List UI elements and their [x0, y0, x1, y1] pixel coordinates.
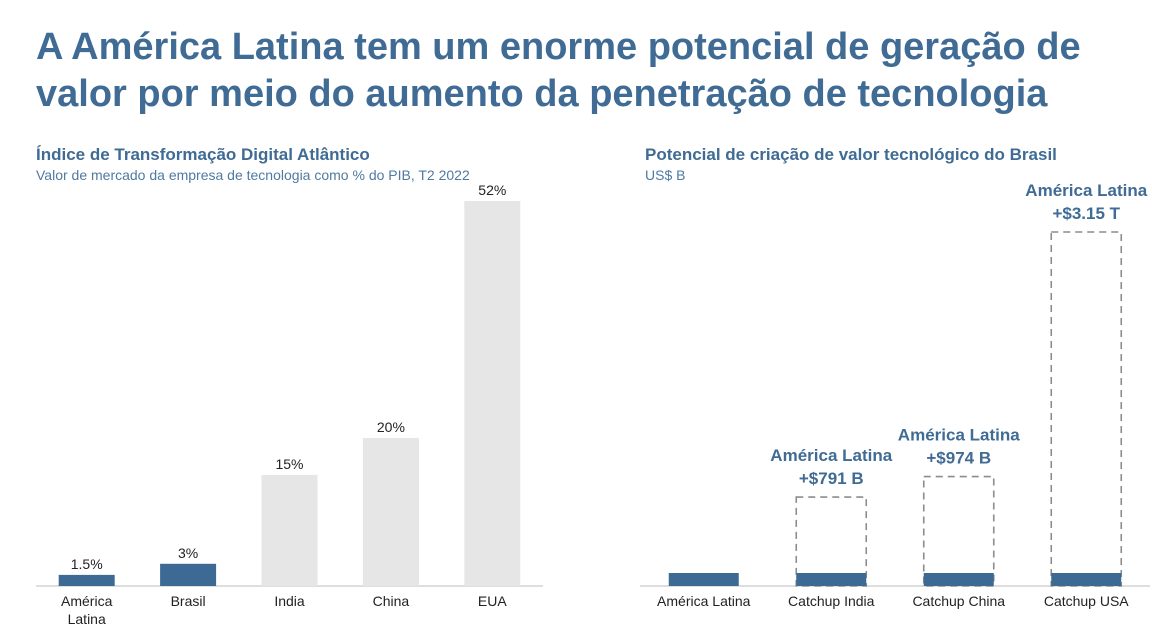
data-label: 15% — [275, 456, 303, 472]
annotation-value: +$974 B — [926, 449, 991, 468]
x-tick-label: América Latina — [61, 593, 113, 627]
data-label: 1.5% — [71, 556, 103, 572]
bar — [464, 201, 521, 586]
x-tick-label: América Latina — [657, 593, 751, 609]
potential-outline — [1050, 231, 1123, 587]
bar — [160, 563, 217, 586]
annotation-value: +$3.15 T — [1052, 204, 1120, 223]
x-tick-label: Brasil — [171, 593, 206, 609]
bar — [796, 573, 867, 586]
page-title: A América Latina tem um enorme potencial… — [36, 26, 1081, 115]
data-label: 52% — [478, 182, 506, 198]
bar — [58, 574, 115, 586]
bar — [261, 474, 318, 586]
potential-outline — [795, 496, 868, 587]
annotation-label: América Latina — [1025, 181, 1147, 200]
x-tick-label: India — [274, 593, 305, 609]
x-tick-label: EUA — [478, 593, 507, 609]
bar — [1051, 573, 1122, 586]
bar — [668, 573, 739, 586]
right-chart-subtitle: US$ B — [645, 167, 686, 183]
right-chart-title: Potencial de criação de valor tecnológic… — [645, 145, 1057, 164]
x-tick-label: China — [373, 593, 410, 609]
potential-outline — [922, 475, 995, 587]
bar — [362, 437, 419, 586]
left-chart-title: Índice de Transformação Digital Atlântic… — [36, 145, 370, 164]
data-label: 20% — [377, 419, 405, 435]
annotation-value: +$791 B — [799, 469, 864, 488]
left-chart-subtitle: Valor de mercado da empresa de tecnologi… — [36, 167, 470, 183]
bar — [923, 573, 994, 586]
annotation-label: América Latina — [898, 426, 1020, 445]
annotation-label: América Latina — [770, 446, 892, 465]
x-tick-label: Catchup China — [912, 593, 1005, 609]
x-tick-label: Catchup India — [788, 593, 875, 609]
x-tick-label: Catchup USA — [1044, 593, 1129, 609]
data-label: 3% — [178, 545, 198, 561]
